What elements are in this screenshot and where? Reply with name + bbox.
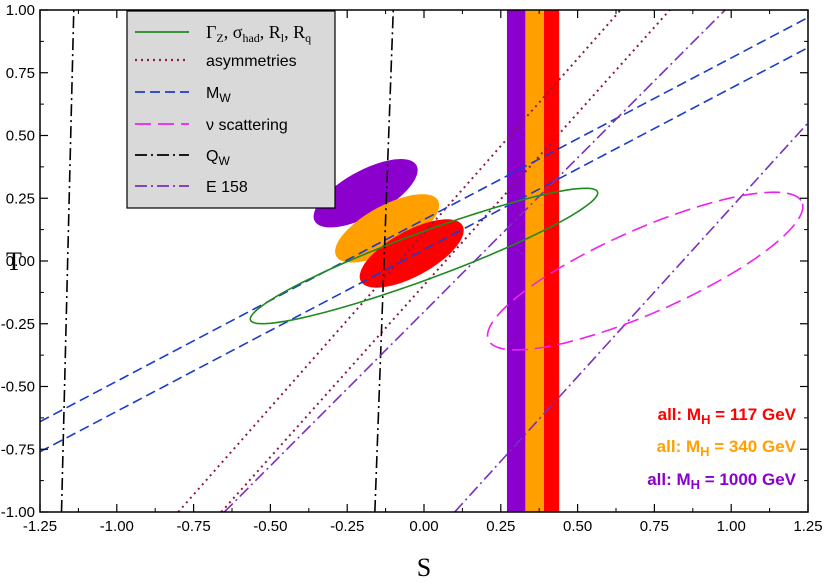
x-tick-label: -0.75 [176, 518, 210, 535]
legend-label-part: had [242, 31, 259, 45]
legend-label-part: , R [260, 22, 281, 42]
legend-label-part: , σ [224, 22, 243, 42]
legend-label-part: Q [206, 148, 218, 165]
y-tick-label: 1.00 [6, 2, 35, 19]
legend-label-mw: MW [206, 85, 231, 105]
legend-label-asym: asymmetries [206, 53, 297, 70]
mh-annotation-part: = 340 GeV [710, 437, 797, 456]
legend-label-part: , R [284, 22, 305, 42]
asym-constraint-line-1 [220, 10, 671, 512]
mh-band-2 [506, 10, 526, 512]
x-tick-label: 0.75 [640, 518, 669, 535]
x-tick-label: 0.00 [409, 518, 438, 535]
legend-label-part: W [218, 154, 230, 168]
y-tick-label: 0.00 [6, 253, 35, 270]
qw-constraint-line-1 [374, 10, 395, 512]
mh-band-0 [543, 10, 560, 512]
legend-label-qw: QW [206, 148, 230, 168]
legend-label-part: Γ [206, 22, 216, 42]
gamma-constraint-ellipse [249, 187, 599, 325]
mh-annotation-part: all: M [658, 405, 701, 424]
x-tick-label: -0.25 [330, 518, 364, 535]
mh-annotation-part: = 117 GeV [710, 405, 796, 424]
legend-label-gamma: ΓZ, σhad, Rl, Rq [206, 22, 311, 45]
x-tick-label: -1.00 [100, 518, 134, 535]
y-axis-title: T [6, 247, 22, 276]
y-tick-label: -1.00 [1, 504, 35, 521]
x-tick-label: 0.50 [563, 518, 592, 535]
mh-annotation-part: H [701, 412, 710, 427]
mh-annotation-part: all: M [647, 470, 690, 489]
x-tick-label: 1.25 [793, 518, 822, 535]
mh-annotation-0: all: MH = 117 GeV [658, 405, 797, 427]
mh-annotation-part: = 1000 GeV [700, 470, 797, 489]
nu-constraint-ellipse [486, 191, 804, 351]
x-tick-label: 0.25 [486, 518, 515, 535]
x-tick-label: -1.25 [23, 518, 57, 535]
legend-box [126, 10, 336, 209]
legend-label-part: Z [216, 31, 223, 45]
qw-constraint-line-0 [60, 10, 75, 512]
legend-label-part: q [305, 31, 311, 45]
mh-annotation-2: all: MH = 1000 GeV [647, 470, 796, 492]
y-tick-label: 0.75 [6, 65, 35, 82]
legend-label-e158: E 158 [206, 179, 248, 196]
mh-annotation-part: H [691, 477, 700, 492]
y-tick-label: 0.25 [6, 190, 35, 207]
x-tick-label: -0.50 [253, 518, 287, 535]
x-axis-title: S [417, 553, 431, 582]
mh-annotation-part: all: M [657, 437, 700, 456]
fit-ellipse-1 [335, 194, 440, 263]
mh-annotation-1: all: MH = 340 GeV [657, 437, 797, 459]
legend-label-nu: ν scattering [206, 117, 288, 134]
y-tick-label: -0.50 [1, 379, 35, 396]
mh-annotation-part: H [700, 444, 709, 459]
y-tick-label: 0.50 [6, 128, 35, 145]
legend-label-part: M [206, 85, 219, 102]
legend-label-part: W [219, 91, 231, 105]
mw-constraint-line-0 [40, 16, 808, 423]
y-tick-label: -0.25 [1, 316, 35, 333]
y-tick-label: -0.75 [1, 441, 35, 458]
x-tick-label: 1.00 [717, 518, 746, 535]
mw-constraint-line-1 [40, 46, 808, 453]
legend-label-part: l [281, 31, 285, 45]
mh-band-1 [525, 10, 544, 512]
fit-ellipse-0 [313, 159, 418, 228]
